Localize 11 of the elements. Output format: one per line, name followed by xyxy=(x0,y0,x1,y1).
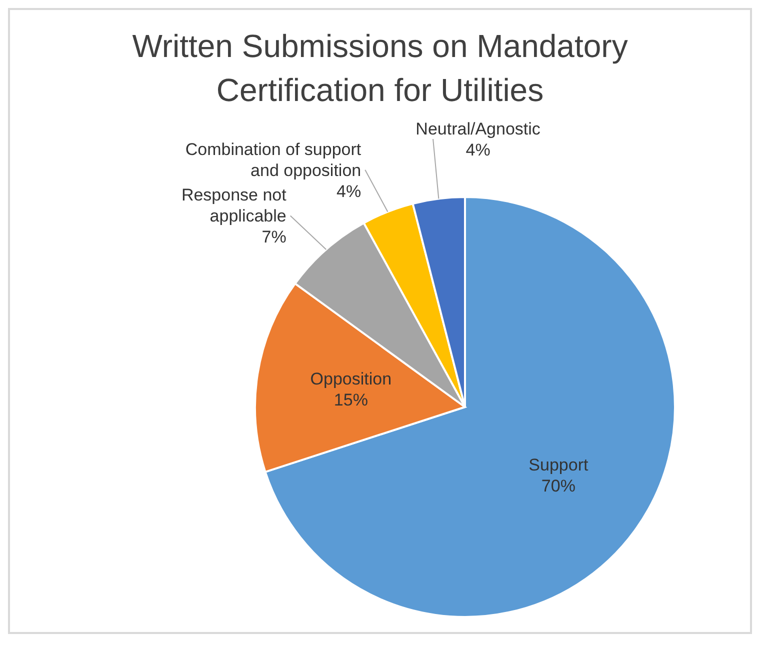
slice-label: Combination of support and opposition xyxy=(185,139,362,180)
data-label: 4% xyxy=(336,181,362,200)
chart-title: Written Submissions on Mandatory Certification for Utilities xyxy=(131,27,629,110)
data-label: 70% xyxy=(541,476,576,495)
data-label: 7% xyxy=(262,227,286,246)
slice-label: Response not applicable xyxy=(181,185,287,226)
slice-label: Neutral/Agnostic xyxy=(416,119,541,138)
data-label: 15% xyxy=(334,390,368,409)
slice-label: Support xyxy=(528,454,588,474)
data-label: 4% xyxy=(466,140,490,160)
slice-label: Opposition xyxy=(310,368,392,388)
